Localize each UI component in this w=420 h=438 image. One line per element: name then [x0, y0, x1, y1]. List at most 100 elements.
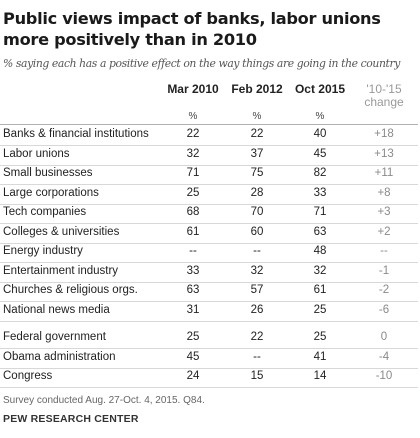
row-divider: [0, 367, 418, 369]
value-cell: 22: [186, 128, 200, 140]
row-label: Energy industry: [3, 245, 83, 257]
row-divider: [0, 281, 418, 283]
table-row: Banks & financial institutions 22 22 40 +18: [0, 126, 420, 145]
row-label: Labor unions: [3, 147, 70, 160]
value-cell: 26: [250, 303, 264, 316]
value-cell: 63: [313, 225, 327, 238]
value-cell: 14: [313, 370, 327, 382]
row-divider: [0, 145, 418, 146]
table-row: Large corporations 25 28 33 +8: [0, 185, 420, 204]
change-cell: 0: [380, 331, 388, 343]
value-cell: 45: [313, 147, 327, 160]
source-label: PEW RESEARCH CENTER: [3, 413, 139, 425]
value-cell: 33: [313, 186, 327, 199]
row-label: Obama administration: [3, 350, 116, 363]
table-row: Colleges & universities 61 60 63 +2: [0, 224, 420, 243]
change-cell: --: [380, 245, 388, 257]
row-divider: [0, 262, 418, 263]
value-cell: 45: [186, 350, 200, 363]
value-cell: 70: [250, 206, 264, 218]
value-cell: --: [253, 350, 261, 363]
table-row: Congress 24 15 14 -10: [0, 368, 420, 387]
value-cell: 28: [250, 186, 264, 199]
row-divider: [0, 387, 418, 388]
value-cell: 57: [250, 284, 264, 296]
value-cell: --: [189, 245, 197, 257]
value-cell: 15: [250, 370, 264, 382]
row-label: Large corporations: [3, 186, 99, 199]
change-cell: -10: [375, 370, 393, 382]
table-row: Energy industry -- -- 48 --: [0, 243, 420, 262]
column-header-feb-2012: Feb 2012: [231, 82, 283, 96]
survey-note: Survey conducted Aug. 27-Oct. 4, 2015. Q…: [3, 395, 205, 406]
row-label: Colleges & universities: [3, 225, 120, 238]
row-divider: [0, 301, 418, 302]
value-cell: 82: [313, 167, 327, 179]
value-cell: 22: [250, 128, 264, 140]
table-row: Labor unions 32 37 45 +13: [0, 146, 420, 165]
row-divider: [0, 320, 418, 322]
change-cell: +11: [374, 167, 394, 179]
row-divider: [0, 242, 418, 244]
change-cell: -6: [378, 303, 390, 316]
value-cell: 40: [313, 128, 327, 140]
row-label: Tech companies: [3, 206, 87, 218]
value-cell: 22: [250, 331, 264, 343]
change-cell: +2: [377, 225, 391, 238]
row-divider: [0, 223, 418, 224]
value-cell: 41: [313, 350, 327, 363]
value-cell: 31: [186, 303, 200, 316]
value-cell: 60: [250, 225, 264, 238]
value-cell: 63: [186, 284, 200, 296]
value-cell: 68: [186, 206, 200, 218]
column-header-oct-2015: Oct 2015: [294, 82, 346, 96]
row-divider: [0, 348, 418, 349]
unit-label-mar-2010: %: [188, 111, 198, 122]
value-cell: 61: [186, 225, 200, 238]
table-row: National news media 31 26 25 -6: [0, 302, 420, 321]
change-cell: -4: [378, 350, 390, 363]
table-row: Small businesses 71 75 82 +11: [0, 165, 420, 184]
unit-label-feb-2012: %: [252, 111, 262, 122]
change-cell: +3: [377, 206, 391, 218]
table-row: Entertainment industry 33 32 32 -1: [0, 263, 420, 282]
value-cell: --: [253, 245, 261, 257]
column-header-mar-2010: Mar 2010: [167, 82, 219, 96]
row-label: Small businesses: [3, 167, 93, 179]
value-cell: 25: [313, 303, 327, 316]
row-label: National news media: [3, 303, 110, 316]
value-cell: 61: [313, 284, 327, 296]
row-divider: [0, 184, 418, 185]
table-row: Obama administration 45 -- 41 -4: [0, 349, 420, 368]
value-cell: 75: [250, 167, 264, 179]
column-header-change: '10-'15 change: [364, 82, 404, 109]
row-label: Churches & religious orgs.: [3, 284, 138, 296]
row-label: Federal government: [3, 331, 106, 343]
value-cell: 32: [186, 147, 200, 160]
change-cell: -2: [378, 284, 390, 296]
row-divider: [0, 203, 418, 205]
table-row: Federal government 25 22 25 0: [0, 329, 420, 348]
value-cell: 25: [186, 331, 200, 343]
change-cell: -1: [378, 264, 390, 277]
row-label: Banks & financial institutions: [3, 128, 149, 140]
value-cell: 48: [313, 245, 327, 257]
row-divider: [0, 164, 418, 166]
value-cell: 32: [313, 264, 327, 277]
value-cell: 25: [313, 331, 327, 343]
table-row: Tech companies 68 70 71 +3: [0, 204, 420, 223]
unit-label-oct-2015: %: [315, 111, 325, 122]
value-cell: 33: [186, 264, 200, 277]
value-cell: 24: [186, 370, 200, 382]
chart-title: Public views impact of banks, labor unio…: [3, 9, 381, 49]
header-rule: [0, 124, 418, 125]
row-label: Entertainment industry: [3, 264, 119, 277]
change-cell: +13: [374, 147, 394, 160]
table-row: Churches & religious orgs. 63 57 61 -2: [0, 282, 420, 301]
value-cell: 37: [250, 147, 264, 160]
value-cell: 32: [250, 264, 264, 277]
change-cell: +18: [374, 128, 394, 140]
change-cell: +8: [377, 186, 391, 199]
row-label: Congress: [3, 370, 53, 382]
value-cell: 25: [186, 186, 200, 199]
